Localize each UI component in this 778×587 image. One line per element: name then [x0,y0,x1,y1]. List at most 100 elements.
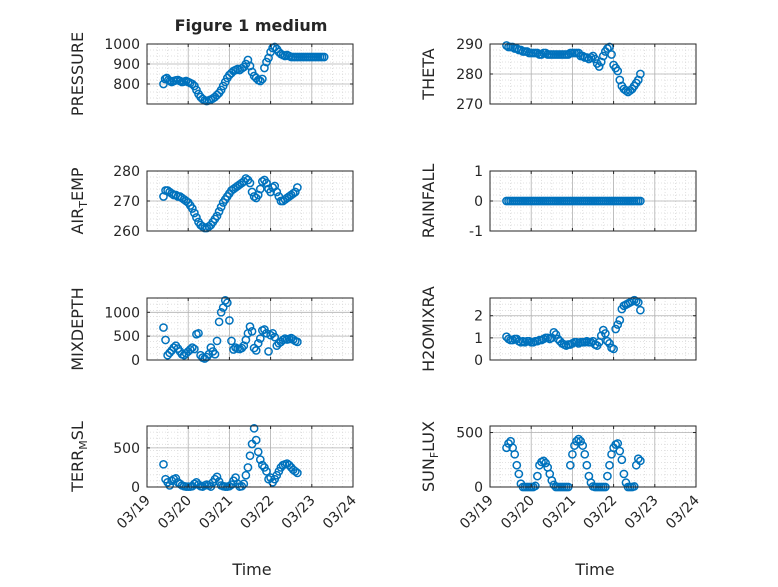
data-point [580,449,590,459]
y-tick-label: 270 [456,97,483,113]
data-point [633,454,643,464]
data-point [615,446,625,456]
data-point [615,315,625,325]
data-point [262,328,271,338]
y-tick-label: 280 [456,67,483,83]
y-tick-label: 290 [456,37,483,53]
y-tick-label: 0 [474,480,483,496]
data-point [264,347,273,356]
data-point [214,317,224,327]
data-point [636,69,645,79]
data-point [605,460,614,470]
data-point [530,481,540,491]
y-axis-label: SUNFLUX [419,421,441,492]
data-point [537,50,546,59]
data-point [272,187,282,197]
data-point [198,94,207,104]
y-axis-label: TERRMSL [68,421,90,493]
subplot-4: -1 0 1 RAINFALL [419,164,697,240]
figure-title: Figure 1 medium [175,16,328,35]
data-point [290,467,300,476]
data-point [225,481,234,491]
data-point [241,470,251,480]
axes-box [146,43,354,105]
y-axis-label: MIXDEPTH [68,287,87,370]
data-point [214,207,224,216]
axes-box [146,297,354,361]
data-point [227,336,236,346]
data-point [187,343,197,352]
data-point [629,482,639,491]
data-point [270,42,280,52]
y-tick-label: 280 [113,164,140,180]
data-point [194,480,203,490]
y-tick-label: 260 [113,224,140,240]
data-point [212,211,222,221]
y-tick-label: 270 [113,194,140,210]
data-point [255,455,265,464]
data-point [293,468,302,478]
axes-box [146,425,354,488]
data-point [541,458,550,468]
data-point [636,196,645,206]
axes-box [489,425,697,488]
data-point [603,44,612,53]
data-point [216,202,226,212]
x-axis-label-right: Time [574,560,614,579]
data-point [159,459,168,469]
y-tick-label: -1 [469,224,483,240]
data-point [586,53,596,62]
data-point [603,336,612,346]
data-point [255,334,265,343]
subplot-5: 0 500 1000 MIXDEPTH [68,287,354,371]
data-point [194,328,203,338]
y-tick-label: 0 [131,480,140,496]
y-axis-label: PRESSURE [68,32,87,116]
data-point [293,183,302,192]
data-point [247,327,257,336]
data-point [605,339,614,348]
data-point [198,222,207,231]
data-point [570,441,579,450]
y-tick-label: 1 [474,331,483,347]
data-point [187,79,197,89]
data-point [290,187,300,197]
data-point [255,184,265,194]
subplot-3: 260 270 280 AIRTEMP [68,164,354,240]
data-point [161,335,170,345]
data-point [582,460,592,470]
data-point [533,471,542,481]
data-point [605,42,614,52]
data-point [565,460,575,470]
data-point [266,330,275,340]
data-point [212,336,222,346]
data-point [288,189,298,198]
subplot-1: 800 900 1000 PRESSURE [68,32,354,116]
data-point [539,456,548,466]
data-point [617,455,627,465]
data-point [229,345,238,354]
data-point [245,322,255,331]
y-axis-label: RAINFALL [419,164,438,239]
data-point [512,460,522,470]
data-point [185,345,195,354]
data-point [603,471,612,481]
data-point [243,463,253,472]
axes-box [489,297,697,361]
data-point [598,51,608,61]
data-point [253,447,263,457]
data-point [192,213,201,222]
data-point [568,449,577,459]
data-point [633,298,643,307]
y-tick-label: 1000 [104,37,140,53]
data-point [270,332,280,342]
data-point [551,330,561,339]
data-point [533,48,542,58]
data-point [222,298,232,308]
subplot-2: 270 280 290 THETA [419,37,697,113]
data-point [594,62,604,71]
data-point [619,469,629,479]
